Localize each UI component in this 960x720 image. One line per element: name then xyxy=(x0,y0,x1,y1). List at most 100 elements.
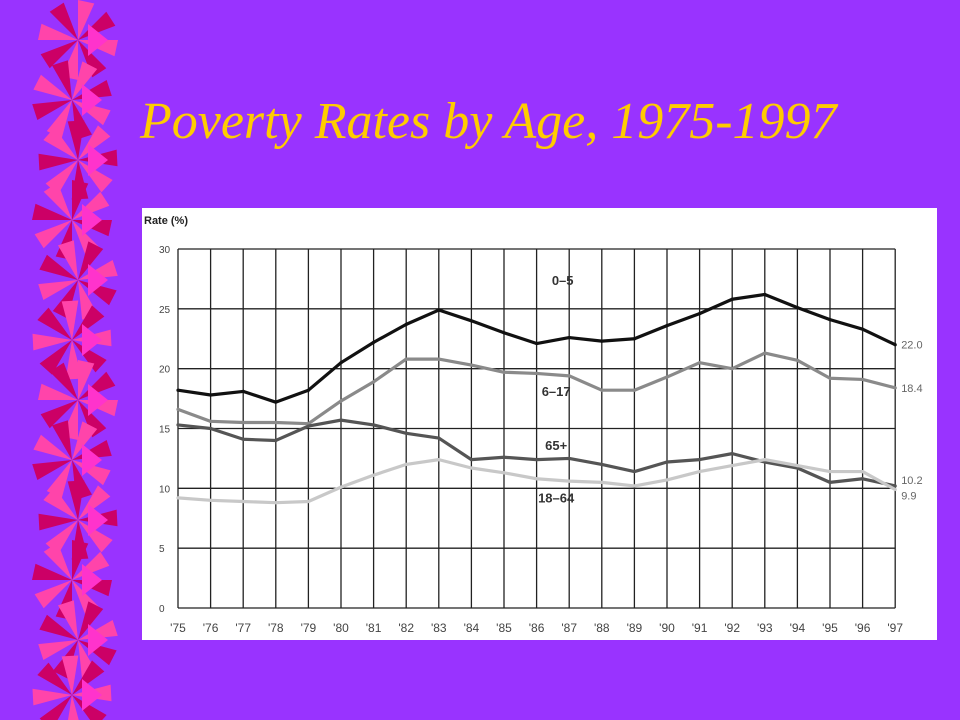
pinwheel-1 xyxy=(38,0,118,80)
x-tick-label: '94 xyxy=(790,621,806,635)
end-value-label: 22.0 xyxy=(901,340,922,352)
point-6-17 xyxy=(730,367,734,371)
x-tick-label: '75 xyxy=(170,621,186,635)
end-value-label: 9.9 xyxy=(901,491,916,503)
point-18-64 xyxy=(372,473,376,477)
point-18-64 xyxy=(795,463,800,468)
x-tick-label: '77 xyxy=(235,621,251,635)
point-65- xyxy=(404,431,408,435)
point-65- xyxy=(730,452,734,456)
x-tick-label: '90 xyxy=(659,621,675,635)
point-18-64 xyxy=(274,501,278,505)
point-18-64 xyxy=(861,469,865,474)
point-0-5 xyxy=(763,292,767,297)
point-0-5 xyxy=(437,308,441,312)
chart-panel: Rate (%) 0 5 10 15 20 25 30 '75 '76 '77 '78 '79 '80 '8… xyxy=(142,208,937,640)
point-65- xyxy=(567,456,571,461)
x-tick-label: '83 xyxy=(431,621,447,635)
series-label: 65+ xyxy=(545,438,567,453)
point-65- xyxy=(502,455,506,459)
point-65- xyxy=(339,418,343,422)
point-65- xyxy=(241,437,245,441)
x-tick-label: '93 xyxy=(757,621,773,635)
point-6-17 xyxy=(176,407,180,411)
x-tick-label: '79 xyxy=(301,621,317,635)
pinwheel-12 xyxy=(32,655,112,720)
point-0-5 xyxy=(828,318,832,322)
y-tick-label: 10 xyxy=(159,484,171,495)
point-0-5 xyxy=(730,297,734,301)
point-6-17 xyxy=(600,388,604,392)
y-tick-label: 20 xyxy=(159,365,171,376)
series-label: 18–64 xyxy=(538,491,575,506)
pinwheel-2 xyxy=(32,60,112,140)
point-18-64 xyxy=(632,484,636,488)
point-18-64 xyxy=(763,458,767,462)
point-6-17 xyxy=(828,376,832,380)
point-0-5 xyxy=(632,337,636,341)
point-6-17 xyxy=(372,380,376,384)
point-18-64 xyxy=(828,469,832,474)
point-18-64 xyxy=(339,485,343,489)
x-tick-label: '88 xyxy=(594,621,610,635)
point-6-17 xyxy=(535,371,539,376)
point-0-5 xyxy=(665,323,669,328)
y-tick-label: 30 xyxy=(159,245,171,256)
point-6-17 xyxy=(893,386,897,390)
point-0-5 xyxy=(861,327,865,331)
x-tick-label: '85 xyxy=(496,621,512,635)
point-18-64 xyxy=(241,499,245,504)
y-tick-label: 0 xyxy=(159,604,165,615)
point-65- xyxy=(632,469,636,474)
point-6-17 xyxy=(795,358,800,362)
pinwheel-8 xyxy=(32,420,112,500)
point-0-5 xyxy=(209,393,213,397)
point-18-64 xyxy=(730,463,734,468)
series-label: 0–5 xyxy=(552,273,574,288)
y-axis-title: Rate (%) xyxy=(144,215,188,227)
point-0-5 xyxy=(698,312,702,316)
pinwheel-border-decoration xyxy=(32,0,118,720)
pinwheel-10 xyxy=(32,540,112,620)
point-18-64 xyxy=(176,496,180,500)
point-0-5 xyxy=(567,335,571,340)
point-18-64 xyxy=(893,487,897,492)
point-0-5 xyxy=(404,322,408,326)
point-6-17 xyxy=(763,351,767,355)
point-65- xyxy=(209,426,213,431)
point-65- xyxy=(437,436,441,440)
point-6-17 xyxy=(502,370,506,374)
point-18-64 xyxy=(437,458,441,462)
point-0-5 xyxy=(176,388,180,392)
x-tick-label: '92 xyxy=(724,621,740,635)
point-6-17 xyxy=(241,420,245,425)
point-6-17 xyxy=(437,357,441,361)
point-18-64 xyxy=(665,478,669,482)
y-tick-label: 25 xyxy=(159,305,171,316)
point-65- xyxy=(861,477,865,481)
end-value-label: 10.2 xyxy=(901,475,922,487)
point-18-64 xyxy=(502,471,506,475)
x-tick-label: '97 xyxy=(887,621,903,635)
pinwheel-11 xyxy=(38,600,118,680)
point-6-17 xyxy=(469,363,473,367)
point-6-17 xyxy=(209,419,213,423)
pinwheel-3 xyxy=(38,120,118,200)
point-18-64 xyxy=(306,499,310,504)
x-tick-label: '80 xyxy=(333,621,349,635)
series-label: 6–17 xyxy=(542,384,571,399)
point-18-64 xyxy=(209,498,213,502)
point-0-5 xyxy=(372,340,376,344)
x-tick-label: '82 xyxy=(398,621,414,635)
point-65- xyxy=(665,460,669,464)
point-18-64 xyxy=(535,477,539,481)
point-6-17 xyxy=(274,420,278,425)
point-65- xyxy=(372,423,376,427)
point-18-64 xyxy=(404,462,408,466)
pinwheel-5 xyxy=(38,240,118,320)
point-18-64 xyxy=(600,480,604,484)
slide-title: Poverty Rates by Age, 1975-1997 xyxy=(140,93,837,150)
point-6-17 xyxy=(698,361,702,365)
x-tick-label: '95 xyxy=(822,621,838,635)
point-65- xyxy=(306,424,310,428)
